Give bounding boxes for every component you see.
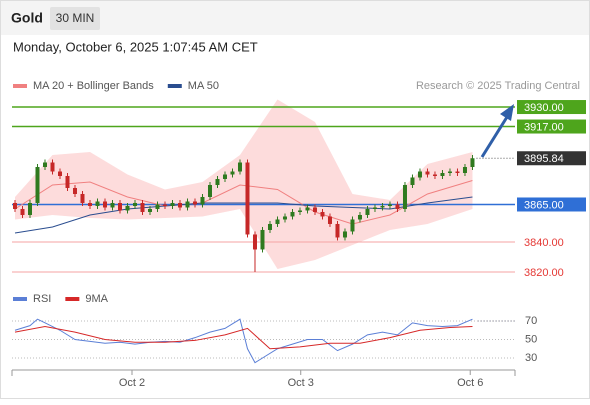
level-box xyxy=(517,119,586,134)
candle-body xyxy=(42,162,47,168)
candle-body xyxy=(35,167,40,203)
candle-body xyxy=(447,171,452,174)
candle-body xyxy=(125,205,130,211)
level-label: 3930.00 xyxy=(524,102,564,114)
candle-body xyxy=(462,167,467,174)
candle-body xyxy=(95,201,100,206)
candle-body xyxy=(267,223,272,230)
candle-body xyxy=(27,202,32,215)
y-tick-label: 50 xyxy=(525,333,537,345)
candle-body xyxy=(230,171,235,175)
level-label: 3820.00 xyxy=(524,267,564,279)
candle-body xyxy=(117,202,122,211)
interval-button[interactable] xyxy=(50,7,100,30)
candle-body xyxy=(170,202,175,206)
candle-body xyxy=(320,211,325,217)
candle-body xyxy=(440,173,445,177)
legend-swatch xyxy=(65,297,80,301)
candle-body xyxy=(12,202,17,209)
legend-label: 9MA xyxy=(85,293,108,305)
ma-line xyxy=(14,180,473,225)
candle-body xyxy=(290,211,295,217)
forecast-arrow xyxy=(480,116,509,158)
candle-body xyxy=(50,162,55,172)
legend-label: RSI xyxy=(33,293,51,305)
candle-body xyxy=(410,177,415,185)
level-box xyxy=(517,100,586,115)
candle-body xyxy=(57,171,62,177)
candle-body xyxy=(357,214,362,220)
candle-body xyxy=(350,219,355,232)
level-label: 3865.00 xyxy=(524,199,564,211)
candle-body xyxy=(87,202,92,206)
candle-body xyxy=(192,201,197,205)
indicator-line xyxy=(14,318,473,364)
candle-body xyxy=(102,201,107,208)
candle-body xyxy=(470,158,475,168)
candle-body xyxy=(417,171,422,178)
candle-body xyxy=(327,216,332,224)
legend-label: MA 20 + Bollinger Bands xyxy=(33,80,154,92)
bollinger-band xyxy=(14,99,473,269)
instrument-title: Gold xyxy=(11,10,43,26)
candle-body xyxy=(177,202,182,208)
candle-body xyxy=(185,201,190,208)
candle-body xyxy=(297,210,302,212)
candle-body xyxy=(200,196,205,205)
last-price-box xyxy=(517,151,586,166)
candle-body xyxy=(252,234,257,250)
candle-body xyxy=(312,207,317,212)
candle-body xyxy=(425,171,430,175)
candle-body xyxy=(372,207,377,209)
candle-body xyxy=(245,162,250,235)
candle-body xyxy=(455,171,460,174)
candle-body xyxy=(380,205,385,208)
candle-body xyxy=(222,174,227,179)
source: Research © 2025 Trading Central xyxy=(416,80,580,92)
last-price-label: 3895.84 xyxy=(524,153,564,165)
candle-body xyxy=(305,207,310,211)
level-label: 3840.00 xyxy=(524,237,564,249)
x-tick-label: Oct 2 xyxy=(119,377,145,389)
candle-body xyxy=(207,184,212,197)
candle-body xyxy=(237,162,242,172)
level-box xyxy=(517,197,586,212)
candle-body xyxy=(162,204,167,206)
candle-body xyxy=(80,193,85,203)
interval-label[interactable]: 30 MIN xyxy=(56,11,95,25)
candle-body xyxy=(402,184,407,209)
y-tick-label: 70 xyxy=(525,315,537,327)
candle-body xyxy=(140,202,145,212)
arrow-head xyxy=(500,104,514,121)
candle-body xyxy=(275,219,280,224)
candle-body xyxy=(342,231,347,238)
candle-body xyxy=(387,204,392,206)
candle-body xyxy=(335,223,340,238)
candle-body xyxy=(155,204,160,209)
y-tick-label: 30 xyxy=(525,352,537,364)
indicator-line xyxy=(14,326,473,350)
legend-swatch xyxy=(13,297,27,301)
candle-body xyxy=(147,208,152,212)
candle-body xyxy=(20,208,25,215)
candle-body xyxy=(282,216,287,220)
x-tick-label: Oct 3 xyxy=(288,377,314,389)
candle-body xyxy=(395,204,400,209)
legend-swatch xyxy=(167,84,182,88)
candle-body xyxy=(72,187,77,194)
candle-body xyxy=(110,202,115,208)
candle-body xyxy=(260,229,265,250)
legend-swatch xyxy=(13,84,27,88)
candle-body xyxy=(365,208,370,215)
candle-body xyxy=(215,178,220,185)
x-tick-label: Oct 6 xyxy=(457,377,483,389)
candle-body xyxy=(65,176,70,188)
candle-body xyxy=(132,202,137,206)
legend-label: MA 50 xyxy=(188,80,219,92)
level-label: 3917.00 xyxy=(524,121,564,133)
candle-body xyxy=(432,174,437,177)
datetime: Monday, October 6, 2025 1:07:45 AM CET xyxy=(13,39,258,54)
